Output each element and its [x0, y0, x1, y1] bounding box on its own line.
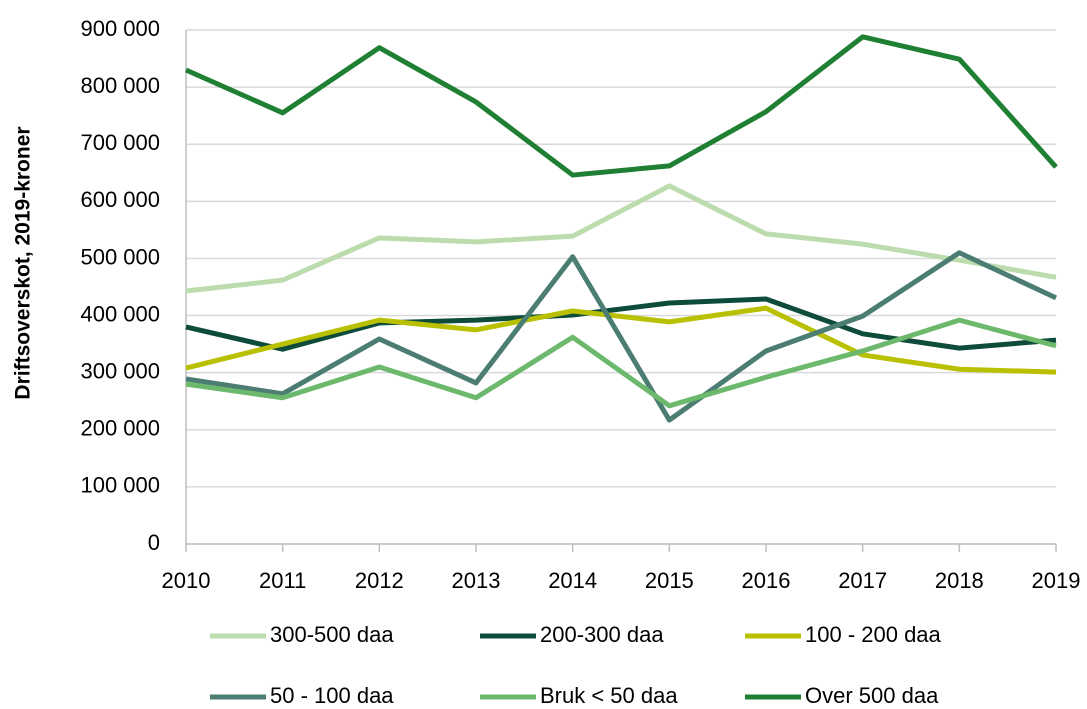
- series-line: [185, 183, 1057, 294]
- series-line: [185, 250, 1058, 423]
- series-line: [185, 317, 1057, 409]
- series-line: [185, 305, 1057, 375]
- y-axis-label: Driftsoverskot, 2019-kroner: [12, 126, 35, 399]
- x-tick-label: 2019: [1032, 568, 1081, 593]
- x-tick-label: 2012: [355, 568, 404, 593]
- y-tick-label: 300 000: [80, 358, 160, 383]
- legend-label: 100 - 200 daa: [805, 622, 942, 647]
- x-tick-label: 2018: [935, 568, 984, 593]
- y-tick-label: 900 000: [80, 16, 160, 41]
- legend-label: Over 500 daa: [805, 683, 939, 708]
- legend-label: 50 - 100 daa: [270, 683, 394, 708]
- series-line: [185, 296, 1057, 352]
- y-tick-label: 600 000: [80, 187, 160, 212]
- y-tick-label: 200 000: [80, 416, 160, 441]
- x-tick-label: 2011: [259, 568, 306, 593]
- x-tick-label: 2010: [162, 568, 211, 593]
- legend-label: Bruk < 50 daa: [540, 683, 678, 708]
- x-tick-label: 2014: [548, 568, 597, 593]
- y-tick-label: 100 000: [80, 473, 160, 498]
- y-tick-label: 700 000: [80, 130, 160, 155]
- x-tick-label: 2017: [838, 568, 887, 593]
- y-tick-label: 0: [148, 530, 160, 555]
- series-line: [184, 34, 1058, 178]
- y-tick-label: 800 000: [80, 73, 160, 98]
- legend-label: 300-500 daa: [270, 622, 394, 647]
- x-tick-label: 2016: [742, 568, 791, 593]
- x-tick-label: 2013: [452, 568, 501, 593]
- y-tick-label: 500 000: [80, 244, 160, 269]
- x-tick-label: 2015: [645, 568, 694, 593]
- y-tick-label: 400 000: [80, 301, 160, 326]
- legend-label: 200-300 daa: [540, 622, 664, 647]
